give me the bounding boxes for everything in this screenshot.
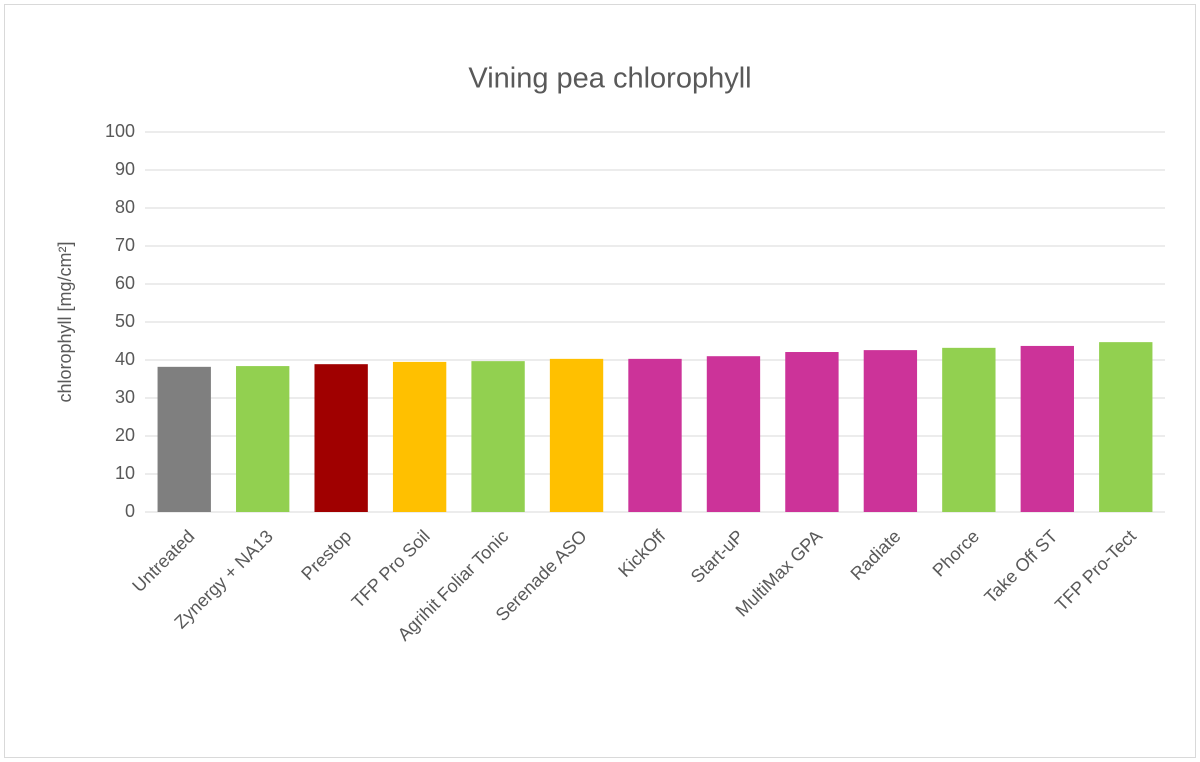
bar [157,366,211,512]
bar [549,358,604,512]
bar [236,366,290,512]
y-tick-label: 50 [115,311,135,331]
bar [863,350,918,512]
chart-title: Vining pea chlorophyll [468,63,751,95]
y-tick-label: 0 [125,501,135,521]
bar [942,347,996,512]
bar [314,364,368,512]
y-tick-label: 30 [115,387,135,407]
bar [392,361,447,512]
y-tick-label: 40 [115,349,135,369]
bar [1099,342,1153,512]
bar [628,358,682,512]
bar [785,352,839,512]
y-axis-label: chlorophyll [mg/cm²] [55,241,75,402]
y-tick-label: 20 [115,425,135,445]
y-tick-label: 100 [105,121,135,141]
y-tick-label: 80 [115,197,135,217]
y-tick-label: 10 [115,463,135,483]
y-tick-label: 70 [115,235,135,255]
bar [471,361,525,512]
y-tick-label: 60 [115,273,135,293]
y-tick-label: 90 [115,159,135,179]
bar [1020,345,1074,512]
bar [706,356,761,512]
